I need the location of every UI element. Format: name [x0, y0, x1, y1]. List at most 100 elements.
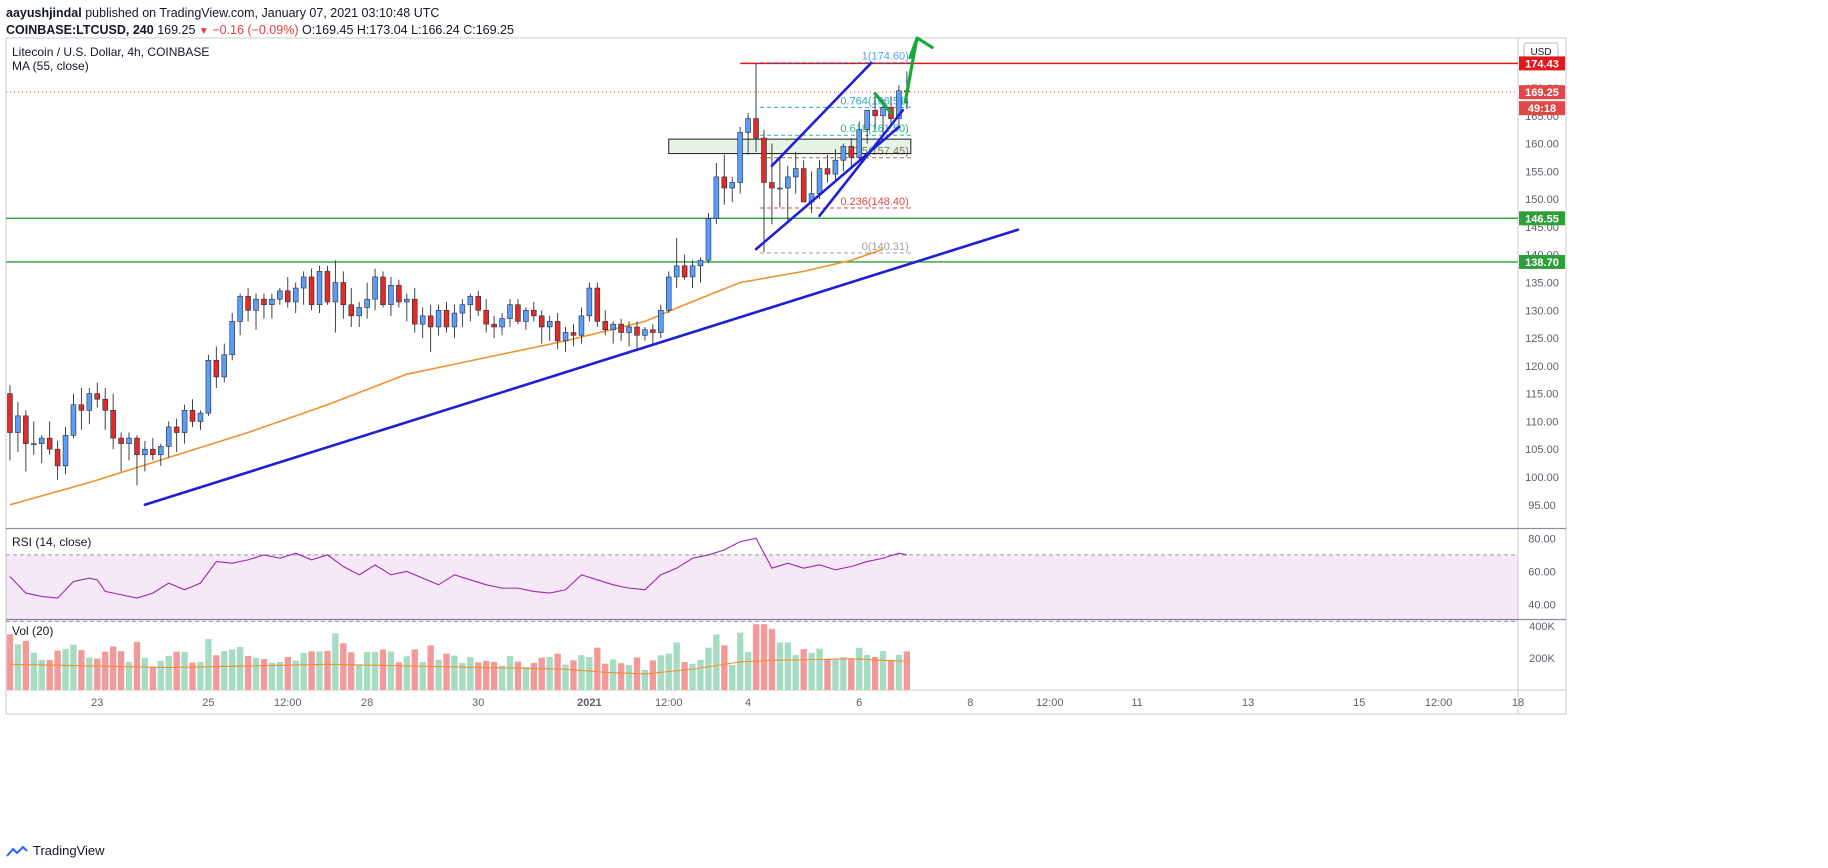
support-2-price-tag-bg — [1519, 254, 1565, 269]
volume-label: Vol (20) — [12, 624, 53, 638]
price-change: −0.16 (−0.09%) — [212, 23, 299, 37]
volume-bar — [300, 652, 307, 690]
last-price-tag-bg — [1519, 85, 1565, 100]
volume-bar — [435, 659, 442, 690]
volume-bar — [141, 657, 149, 690]
volume-bar — [546, 657, 553, 690]
volume-bar — [292, 660, 299, 690]
volume-bar — [149, 666, 157, 690]
countdown-tag: 49:18 — [1528, 103, 1556, 115]
volume-bar — [625, 665, 633, 690]
candle-body — [126, 437, 132, 444]
candle-body — [70, 404, 77, 436]
y-tick-label: 95.00 — [1528, 500, 1556, 512]
footer-brand[interactable]: TradingView — [33, 843, 105, 858]
volume-bar — [538, 657, 545, 690]
volume-bar — [236, 646, 244, 690]
volume-bar — [514, 661, 522, 690]
candle-body — [705, 218, 712, 261]
candle-body — [800, 168, 807, 203]
candle-body — [721, 176, 728, 189]
y-tick-label: 130.00 — [1525, 305, 1559, 317]
volume-bar — [205, 639, 212, 690]
volume-bar — [705, 647, 712, 690]
rsi-band — [6, 554, 1518, 622]
x-tick-label: 11 — [1131, 697, 1142, 709]
y-tick-label: 160.00 — [1525, 139, 1559, 151]
candle-body — [761, 137, 767, 183]
volume-bar — [62, 648, 69, 690]
x-tick-label: 6 — [856, 697, 862, 709]
candle-body — [261, 298, 267, 306]
volume-bar — [70, 644, 77, 690]
volume-bar — [832, 659, 839, 690]
x-tick-label: 12:00 — [1036, 697, 1064, 709]
pullback-arrow — [873, 91, 893, 115]
volume-bar — [411, 649, 418, 690]
candle-body — [491, 323, 497, 328]
rsi-tick-label: 60.00 — [1528, 567, 1556, 579]
candle-body — [31, 443, 37, 445]
volume-bar — [848, 659, 855, 690]
volume-bar — [22, 640, 30, 690]
x-tick-label: 12:00 — [274, 697, 302, 709]
volume-bar — [562, 664, 569, 690]
x-tick-label: 12:00 — [1425, 697, 1453, 709]
main-trendline — [143, 228, 1020, 507]
candle-body — [896, 90, 902, 119]
candle-body — [237, 296, 243, 322]
candle-body — [118, 437, 124, 444]
volume-bar — [816, 648, 823, 690]
candle-body — [570, 332, 577, 336]
x-tick-label: 28 — [361, 697, 373, 709]
volume-bar — [903, 651, 911, 690]
candle-body — [15, 415, 21, 433]
candle-body — [602, 321, 609, 331]
volume-bar — [697, 659, 704, 690]
volume-bar — [554, 653, 561, 690]
volume-bar — [363, 651, 371, 690]
volume-bar — [181, 651, 188, 690]
author-name[interactable]: aayushjindal — [6, 6, 82, 20]
candle-body — [626, 326, 632, 333]
volume-bar — [808, 652, 815, 690]
volume-bar — [427, 645, 434, 690]
y-tick-label: 120.00 — [1525, 361, 1559, 373]
candle-body — [419, 315, 426, 325]
volume-ma-line — [9, 658, 907, 675]
x-tick-label: 23 — [91, 697, 103, 709]
volume-bar — [221, 651, 228, 690]
volume-bar — [681, 662, 688, 690]
candle-body — [745, 118, 751, 133]
candle-body — [459, 304, 466, 314]
volume-bar — [760, 624, 768, 690]
candle-body — [300, 276, 307, 289]
volume-bar — [260, 659, 268, 690]
candle-body — [689, 265, 696, 278]
candle-body — [348, 304, 355, 317]
candle-body — [824, 168, 831, 175]
candle-body — [62, 435, 69, 467]
candle-body — [737, 132, 743, 183]
candle-body — [150, 448, 156, 456]
volume-bar — [38, 659, 45, 690]
volume-bar — [475, 662, 482, 690]
candle-body — [658, 309, 664, 333]
fib-level-label: 0(140.31) — [862, 241, 909, 253]
candle-body — [86, 393, 93, 411]
candle-body — [396, 284, 402, 303]
volume-bar — [729, 664, 736, 690]
volume-bar — [14, 644, 22, 690]
volume-bar — [157, 660, 164, 690]
volume-bar — [252, 657, 260, 690]
volume-bar — [768, 628, 776, 690]
candle-body — [554, 321, 561, 342]
candle-body — [435, 309, 442, 328]
candle-body — [872, 109, 878, 117]
chart-frame — [5, 37, 1567, 715]
volume-bar — [641, 669, 649, 690]
volume-bar — [229, 649, 236, 690]
candle-body — [411, 298, 418, 325]
candle-body — [324, 271, 331, 303]
